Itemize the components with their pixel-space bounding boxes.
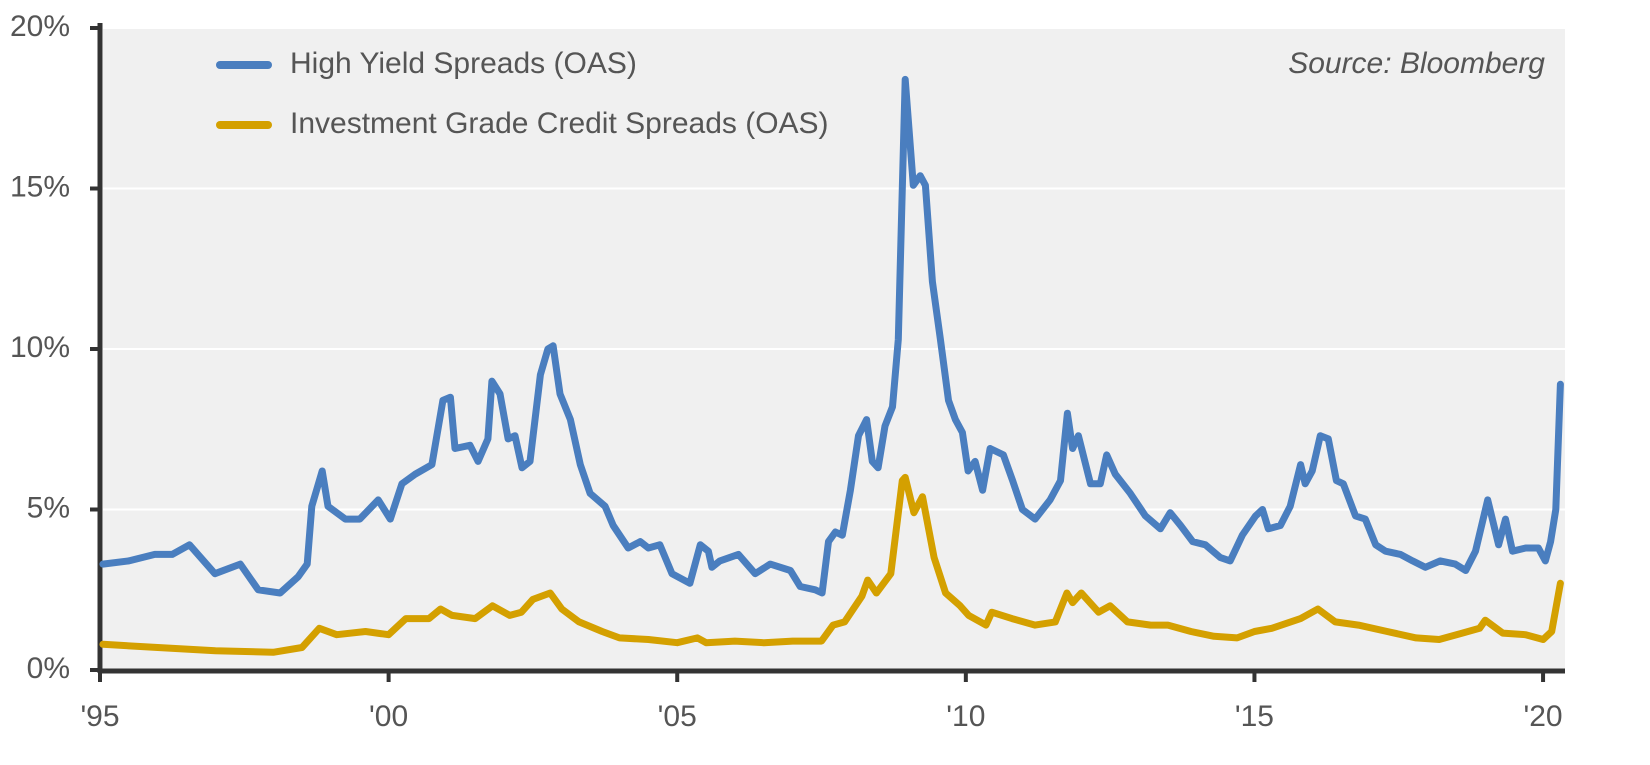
y-tick-label: 5% [27, 491, 70, 524]
series-line [99, 75, 1564, 597]
source-annotation: Source: Bloomberg [1288, 47, 1545, 80]
x-tick-label: '95 [80, 700, 119, 733]
legend-label: High Yield Spreads (OAS) [290, 47, 637, 80]
y-tick-label: 20% [10, 10, 70, 43]
x-tick-label: '10 [946, 700, 985, 733]
y-tick-label: 15% [10, 170, 70, 203]
y-tick-label: 0% [27, 652, 70, 685]
y-tick-label: 10% [10, 331, 70, 364]
series-line [99, 473, 1564, 656]
x-tick-label: '00 [369, 700, 408, 733]
x-tick-label: '20 [1524, 700, 1563, 733]
legend-label: Investment Grade Credit Spreads (OAS) [290, 107, 829, 140]
x-tick-label: '05 [658, 700, 697, 733]
x-tick-label: '15 [1235, 700, 1274, 733]
